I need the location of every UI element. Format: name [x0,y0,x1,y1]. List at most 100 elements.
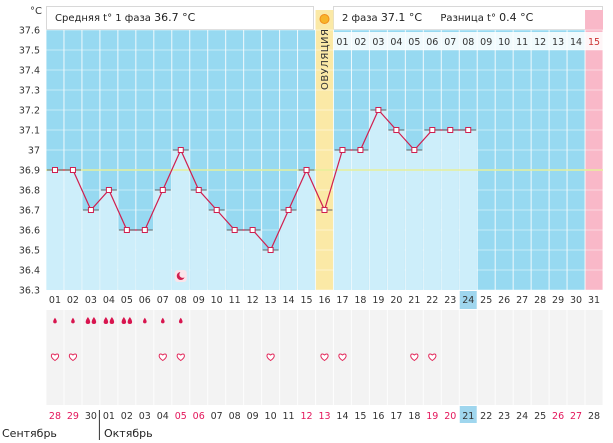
temperature-bar [136,230,154,290]
cycle-day-label: 19 [372,295,384,306]
calendar-date-label: 19 [426,411,438,422]
drop-icon [109,317,115,324]
phase2-day-cell [333,32,352,50]
month-label-prev: Сентябрь [2,427,57,440]
drop-icon [103,317,109,324]
cycle-day-label: 30 [570,295,582,306]
temperature-point [69,167,76,173]
temperature-point [465,127,472,133]
calendar-date-label: 12 [300,411,312,422]
cycle-day-label: 08 [175,295,187,306]
cycle-day-label: 22 [426,295,438,306]
temperature-bar [298,170,316,290]
drop-icon [121,317,127,324]
cycle-day-label: 12 [247,295,259,306]
cycle-day-label: 29 [552,295,564,306]
temperature-point [447,127,454,133]
temperature-bar [46,170,64,290]
heart-icon [266,353,275,362]
current-day-highlight [459,291,477,309]
temperature-bar [172,150,190,290]
drop-icon [127,317,133,324]
temperature-point [141,227,148,233]
calendar-date-label: 15 [354,411,366,422]
calendar-date-label: 16 [372,411,384,422]
temperature-bar [423,130,441,290]
temperature-point [87,207,94,213]
temperature-bar [118,230,136,290]
y-tick-label: 36.5 [19,246,40,257]
temperature-bar [64,170,82,290]
phase1-summary: Средняя t° 1 фаза 36.7 °C [46,6,314,30]
calendar-date-label: 28 [588,411,600,422]
calendar-date-label: 07 [211,411,223,422]
temperature-bar [405,150,423,290]
phase2-day-cell [405,32,424,50]
moon-icon-cut [179,271,187,278]
temperature-bar [351,150,369,290]
phase2-day-label: 05 [408,37,420,48]
calendar-date-label: 26 [552,411,564,422]
temperature-bar [459,130,477,290]
phase2-day-label: 04 [390,37,402,48]
phase2-day-label: 12 [534,37,546,48]
heart-icon [338,353,347,362]
cycle-day-label: 04 [103,295,115,306]
cycle-day-label: 03 [85,295,97,306]
cycle-day-label: 28 [534,295,546,306]
temperature-bar [208,210,226,290]
y-tick-label: 36.6 [19,226,40,237]
temperature-bar [369,110,387,290]
temperature-bar [154,190,172,290]
phase2-day-label: 13 [552,37,564,48]
y-tick-label: 36.4 [19,266,40,277]
y-tick-label: 37.2 [19,106,40,117]
y-tick-label: 37.6 [19,26,40,37]
temperature-point [375,107,382,113]
calendar-date-label: 10 [265,411,277,422]
cycle-day-label: 23 [444,295,456,306]
diff-label: Разница t° [440,13,496,24]
phase2-day-cell [567,32,586,50]
phase2-day-label: 07 [444,37,456,48]
y-tick-label: 36.7 [19,206,40,217]
calendar-date-label: 24 [516,411,528,422]
phase2-day-label: 02 [354,37,366,48]
temperature-bar [441,130,459,290]
y-tick-label: 37.4 [19,66,40,77]
drop-icon [91,317,97,324]
temperature-bar [244,230,262,290]
y-tick-label: 36.3 [19,286,40,297]
heart-icon [428,353,437,362]
phase2-day-label: 09 [480,37,492,48]
drop-icon [160,317,165,324]
calendar-date-label: 05 [175,411,187,422]
calendar-date-label: 29 [67,411,79,422]
temperature-point [267,247,274,253]
calendar-date-label: 11 [283,411,295,422]
phase2-label: 2 фаза [342,13,378,24]
calendar-date-label: 30 [85,411,97,422]
phase2-day-cell [369,32,388,50]
temperature-bar [100,190,118,290]
phase2-day-cell [495,32,514,50]
cycle-day-label: 21 [408,295,420,306]
y-tick-label: 37.3 [19,86,40,97]
sun-icon [319,14,330,24]
temperature-point [123,227,130,233]
phase2-day-cell [549,32,568,50]
cycle-day-label: 11 [229,295,241,306]
calendar-date-label: 23 [498,411,510,422]
temperature-point [411,147,418,153]
temperature-point [249,227,256,233]
calendar-date-label: 03 [139,411,151,422]
phase2-day-cell [387,32,406,50]
cycle-day-label: 27 [516,295,528,306]
cycle-day-label: 13 [265,295,277,306]
phase2-day-cell [423,32,442,50]
phase2-day-label: 15 [588,37,600,48]
phase1-value: 36.7 °C [154,11,196,24]
diff-value: 0.4 °C [499,11,534,24]
temperature-point [285,207,292,213]
